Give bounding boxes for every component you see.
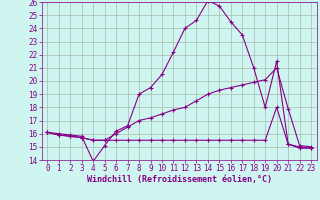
X-axis label: Windchill (Refroidissement éolien,°C): Windchill (Refroidissement éolien,°C) xyxy=(87,175,272,184)
